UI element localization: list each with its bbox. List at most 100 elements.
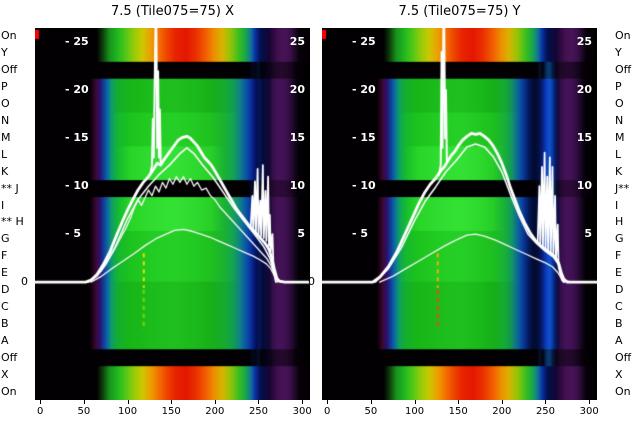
y-tick-label-right: 15 <box>576 131 592 145</box>
row-label-right: L <box>615 147 622 161</box>
row-label-left: On <box>1 384 17 398</box>
row-label-left: Off <box>1 350 18 364</box>
y-tick-label-right: 10 <box>289 179 305 193</box>
x-tick-label: 300 <box>579 406 599 417</box>
x-tick-label: 300 <box>292 406 312 417</box>
y-tick-label-left: - 20 <box>352 83 376 97</box>
y-zero-label: 0 <box>308 275 315 289</box>
y-tick-label-right: 25 <box>576 35 592 49</box>
row-label-left: A <box>1 333 9 347</box>
row-label-left: Y <box>1 46 8 60</box>
row-label-right: Off <box>615 350 632 364</box>
y-tick-label-right: 20 <box>576 83 592 97</box>
row-label-left: ** J <box>1 181 19 195</box>
row-label-right: On <box>615 29 631 43</box>
y-tick-label-left: - 20 <box>65 83 89 97</box>
y-tick-label-right: 15 <box>289 131 305 145</box>
row-label-left: M <box>1 130 11 144</box>
x-tick-mark <box>83 400 85 404</box>
heatmap-canvas-x <box>35 28 310 400</box>
row-label-left: P <box>1 80 8 94</box>
x-tick-label: 0 <box>37 406 44 417</box>
y-tick-label-right: 5 <box>297 227 305 241</box>
row-label-left: D <box>1 283 10 297</box>
row-label-left: K <box>1 164 9 178</box>
row-label-right: D <box>615 283 624 297</box>
panel-x-title: 7.5 (Tile075=75) X <box>111 4 234 19</box>
row-label-right: C <box>615 300 623 313</box>
x-tick-mark <box>545 400 547 404</box>
x-tick-label: 250 <box>248 406 269 417</box>
row-label-left: X <box>1 367 9 381</box>
x-tick-label: 50 <box>364 406 378 417</box>
y-tick-label-right: 10 <box>576 179 592 193</box>
x-tick-mark <box>40 400 42 404</box>
row-label-left: G <box>1 232 10 246</box>
heatmap-panel-y: - 25 25 - 20 20 - 15 15 - 10 10 - 5 5 <box>322 28 597 400</box>
panel-y-title: 7.5 (Tile075=75) Y <box>398 4 521 19</box>
row-label-left: L <box>1 147 8 161</box>
x-tick-mark <box>171 400 173 404</box>
x-tick-mark <box>127 400 129 404</box>
y-tick-label-left: - 15 <box>65 131 89 145</box>
x-tick-label: 150 <box>448 406 468 417</box>
row-label-right: M <box>615 130 625 144</box>
row-label-right: B <box>615 316 623 330</box>
row-label-left: Off <box>1 63 18 77</box>
row-label-right: Y <box>615 46 622 60</box>
y-tick-label-right: 20 <box>289 83 305 97</box>
row-label-left: On <box>1 29 17 43</box>
row-label-right: G <box>615 232 624 246</box>
row-label-right: A <box>615 333 623 347</box>
row-label-right: X <box>615 367 623 381</box>
row-label-left: B <box>1 316 9 330</box>
row-label-right: F <box>615 249 622 263</box>
x-tick-mark <box>258 400 260 404</box>
x-tick-mark <box>414 400 416 404</box>
heatmap-canvas-y <box>322 28 597 400</box>
row-label-right: N <box>615 114 624 127</box>
y-tick-label-right: 5 <box>584 227 592 241</box>
x-tick-mark <box>327 400 329 404</box>
x-tick-mark <box>589 400 591 404</box>
row-label-right: I <box>615 198 619 212</box>
row-label-left: E <box>1 266 8 280</box>
row-label-left: F <box>1 249 8 263</box>
y-zero-label: 0 <box>21 275 28 289</box>
y-tick-label-left: - 5 <box>352 227 369 241</box>
y-tick-label-left: - 10 <box>65 179 89 193</box>
x-tick-label: 100 <box>117 406 138 417</box>
x-tick-label: 200 <box>492 406 512 417</box>
x-tick-label: 100 <box>404 406 425 417</box>
y-tick-label-left: - 25 <box>352 35 376 49</box>
row-label-right: K <box>615 164 623 178</box>
row-label-right: H <box>615 215 624 229</box>
row-label-right: J** <box>615 181 630 195</box>
y-tick-label-left: - 10 <box>352 179 376 193</box>
row-label-right: Off <box>615 63 632 77</box>
row-label-left: I <box>1 198 5 212</box>
row-label-right: On <box>615 384 631 398</box>
y-tick-label-left: - 25 <box>65 35 89 49</box>
row-label-right: E <box>615 266 622 280</box>
x-tick-mark <box>458 400 460 404</box>
x-tick-label: 50 <box>77 406 91 417</box>
x-tick-label: 200 <box>205 406 225 417</box>
x-tick-label: 250 <box>535 406 556 417</box>
x-tick-mark <box>370 400 372 404</box>
row-label-right: P <box>615 80 622 94</box>
y-tick-label-left: - 5 <box>65 227 82 241</box>
x-tick-mark <box>501 400 503 404</box>
x-tick-label: 0 <box>324 406 331 417</box>
y-tick-label-right: 25 <box>289 35 305 49</box>
row-label-left: ** H <box>1 215 24 229</box>
x-tick-mark <box>302 400 304 404</box>
y-tick-label-left: - 15 <box>352 131 376 145</box>
row-label-right: O <box>615 97 624 111</box>
row-label-left: O <box>1 97 10 111</box>
x-tick-mark <box>214 400 216 404</box>
row-label-left: C <box>1 300 9 313</box>
heatmap-panel-x: - 25 25 - 20 20 - 15 15 - 10 10 - 5 5 <box>35 28 310 400</box>
row-label-left: N <box>1 114 10 127</box>
